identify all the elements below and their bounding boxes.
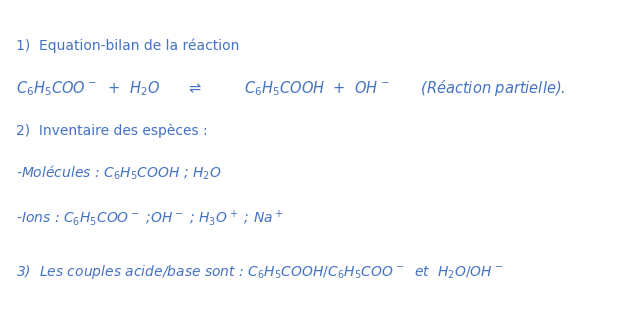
Text: -Molécules : $C_6H_5COOH$ ; $H_2O$: -Molécules : $C_6H_5COOH$ ; $H_2O$ [16, 164, 221, 182]
Text: 2)  Inventaire des espèces :: 2) Inventaire des espèces : [16, 123, 207, 138]
Text: 3)  Les couples acide/base sont : $C_6H_5COOH/C_6H_5COO^-$  et  $H_2O/OH^-$: 3) Les couples acide/base sont : $C_6H_5… [16, 263, 503, 281]
Text: $C_6H_5COO^-$  +  $H_2O$  ⇌   $C_6H_5COOH$  +  $OH^-$  (Réaction partielle).: $C_6H_5COO^-$ + $H_2O$ ⇌ $C_6H_5COOH$ + … [16, 78, 565, 98]
Text: -Ions : $C_6H_5COO^-$ ;$OH^-$ ; $H_3O^+$ ; $Na^+$: -Ions : $C_6H_5COO^-$ ;$OH^-$ ; $H_3O^+$… [16, 208, 284, 228]
Text: 1)  Equation-bilan de la réaction: 1) Equation-bilan de la réaction [16, 38, 239, 53]
